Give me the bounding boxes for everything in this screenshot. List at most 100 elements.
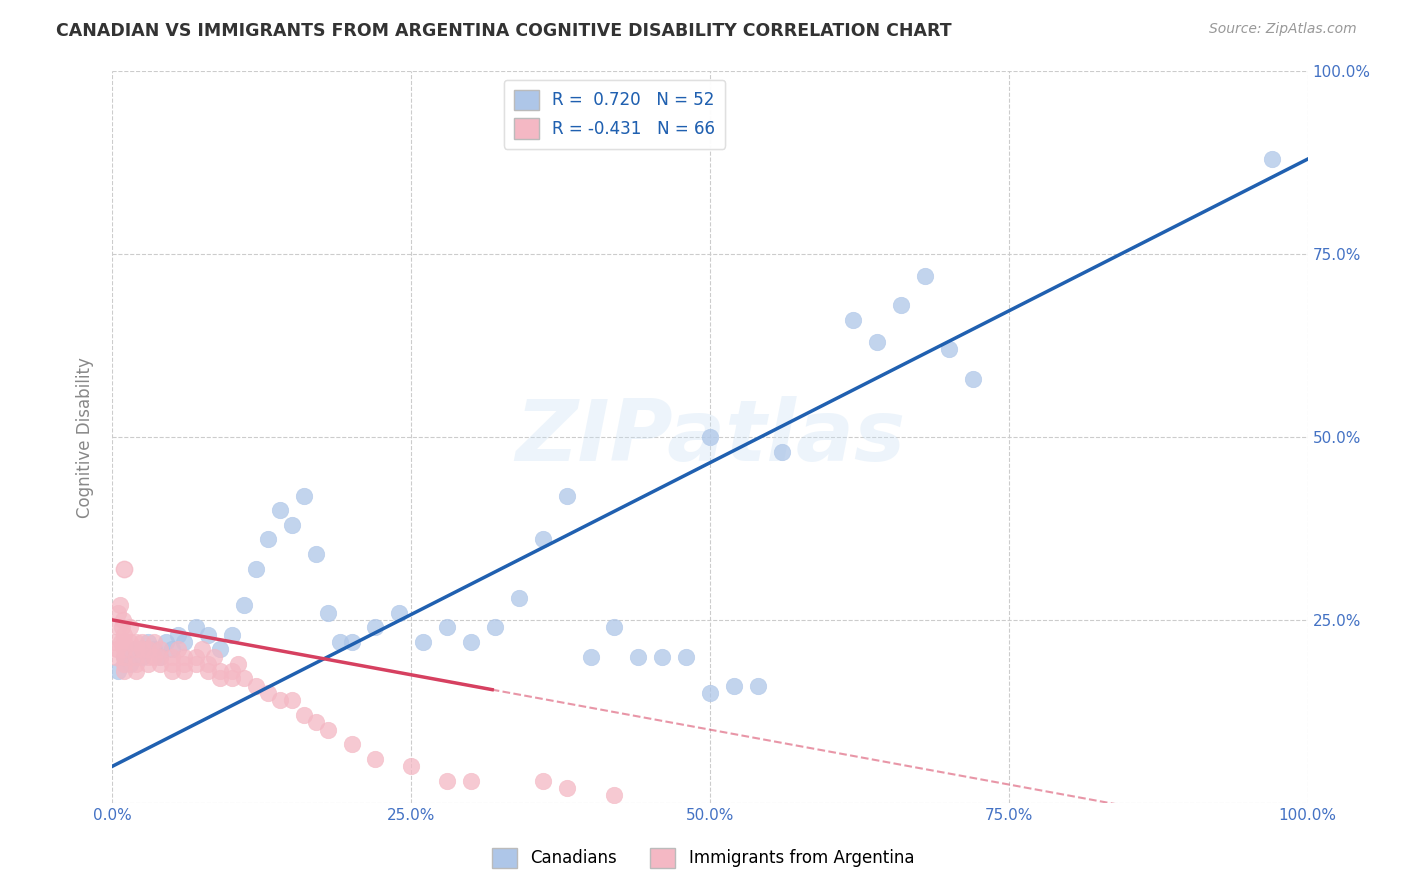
Point: [107, 606, 129, 620]
Point: [114, 657, 135, 671]
Point: [112, 613, 135, 627]
Point: [173, 657, 195, 671]
Point: [131, 649, 153, 664]
Point: [531, 533, 554, 547]
Point: [221, 627, 243, 641]
Point: [531, 773, 554, 788]
Point: [747, 679, 769, 693]
Point: [173, 664, 195, 678]
Point: [914, 269, 936, 284]
Point: [125, 649, 148, 664]
Point: [125, 657, 148, 671]
Point: [143, 635, 166, 649]
Legend: R =  0.720   N = 52, R = -0.431   N = 66: R = 0.720 N = 52, R = -0.431 N = 66: [503, 79, 725, 149]
Point: [114, 649, 135, 664]
Point: [209, 672, 232, 686]
Point: [138, 635, 160, 649]
Point: [579, 649, 602, 664]
Point: [209, 642, 232, 657]
Point: [866, 334, 889, 349]
Text: CANADIAN VS IMMIGRANTS FROM ARGENTINA COGNITIVE DISABILITY CORRELATION CHART: CANADIAN VS IMMIGRANTS FROM ARGENTINA CO…: [56, 22, 952, 40]
Point: [125, 642, 148, 657]
Point: [120, 620, 142, 634]
Point: [104, 635, 127, 649]
Point: [842, 313, 865, 327]
Point: [770, 444, 793, 458]
Point: [110, 635, 132, 649]
Point: [149, 649, 172, 664]
Point: [436, 773, 458, 788]
Point: [167, 642, 190, 657]
Legend: Canadians, Immigrants from Argentina: Canadians, Immigrants from Argentina: [485, 841, 921, 875]
Point: [962, 371, 984, 385]
Point: [120, 635, 142, 649]
Point: [138, 642, 160, 657]
Point: [436, 620, 458, 634]
Point: [197, 627, 219, 641]
Point: [120, 657, 142, 671]
Point: [114, 664, 135, 678]
Point: [114, 642, 135, 657]
Point: [191, 642, 214, 657]
Point: [269, 693, 291, 707]
Point: [221, 672, 243, 686]
Point: [292, 708, 315, 723]
Point: [162, 657, 183, 671]
Point: [675, 649, 697, 664]
Point: [138, 649, 160, 664]
Point: [173, 649, 195, 664]
Point: [173, 635, 195, 649]
Point: [412, 635, 434, 649]
Point: [162, 649, 183, 664]
Point: [699, 686, 721, 700]
Point: [138, 657, 160, 671]
Point: [221, 664, 243, 678]
Point: [245, 679, 267, 693]
Point: [401, 759, 423, 773]
Text: ZIPatlas: ZIPatlas: [515, 395, 905, 479]
Point: [281, 517, 304, 532]
Point: [131, 635, 153, 649]
Point: [555, 489, 578, 503]
Point: [149, 649, 172, 664]
Point: [233, 599, 256, 613]
Point: [105, 642, 128, 657]
Point: [149, 642, 172, 657]
Point: [316, 723, 339, 737]
Point: [316, 606, 339, 620]
Point: [460, 635, 482, 649]
Point: [245, 562, 267, 576]
Point: [484, 620, 506, 634]
Point: [508, 591, 530, 605]
Point: [131, 642, 153, 657]
Point: [186, 657, 208, 671]
Point: [114, 627, 135, 641]
Point: [938, 343, 960, 357]
Point: [364, 620, 387, 634]
Point: [340, 635, 363, 649]
Point: [197, 664, 219, 678]
Point: [723, 679, 745, 693]
Point: [281, 693, 304, 707]
Point: [162, 664, 183, 678]
Point: [149, 657, 172, 671]
Point: [388, 606, 411, 620]
Point: [155, 635, 177, 649]
Point: [305, 715, 328, 730]
Point: [364, 752, 387, 766]
Point: [233, 672, 256, 686]
Point: [114, 635, 135, 649]
Point: [105, 649, 128, 664]
Point: [202, 649, 225, 664]
Point: [125, 635, 148, 649]
Point: [699, 430, 721, 444]
Point: [186, 620, 208, 634]
Point: [555, 781, 578, 796]
Point: [209, 664, 232, 678]
Point: [143, 642, 166, 657]
Point: [167, 627, 190, 641]
Point: [107, 620, 129, 634]
Point: [186, 649, 208, 664]
Point: [125, 642, 148, 657]
Point: [111, 620, 134, 634]
